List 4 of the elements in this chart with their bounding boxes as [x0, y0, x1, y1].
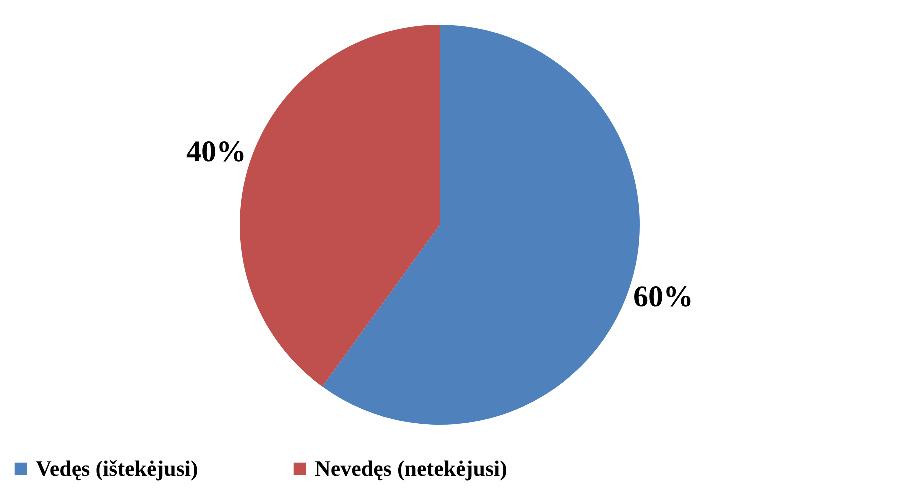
legend-label: Vedęs (ištekėjusi) — [36, 456, 198, 481]
data-label: 40% — [186, 135, 246, 168]
legend-label: Nevedęs (netekėjusi) — [315, 456, 508, 481]
data-label: 60% — [634, 280, 694, 314]
